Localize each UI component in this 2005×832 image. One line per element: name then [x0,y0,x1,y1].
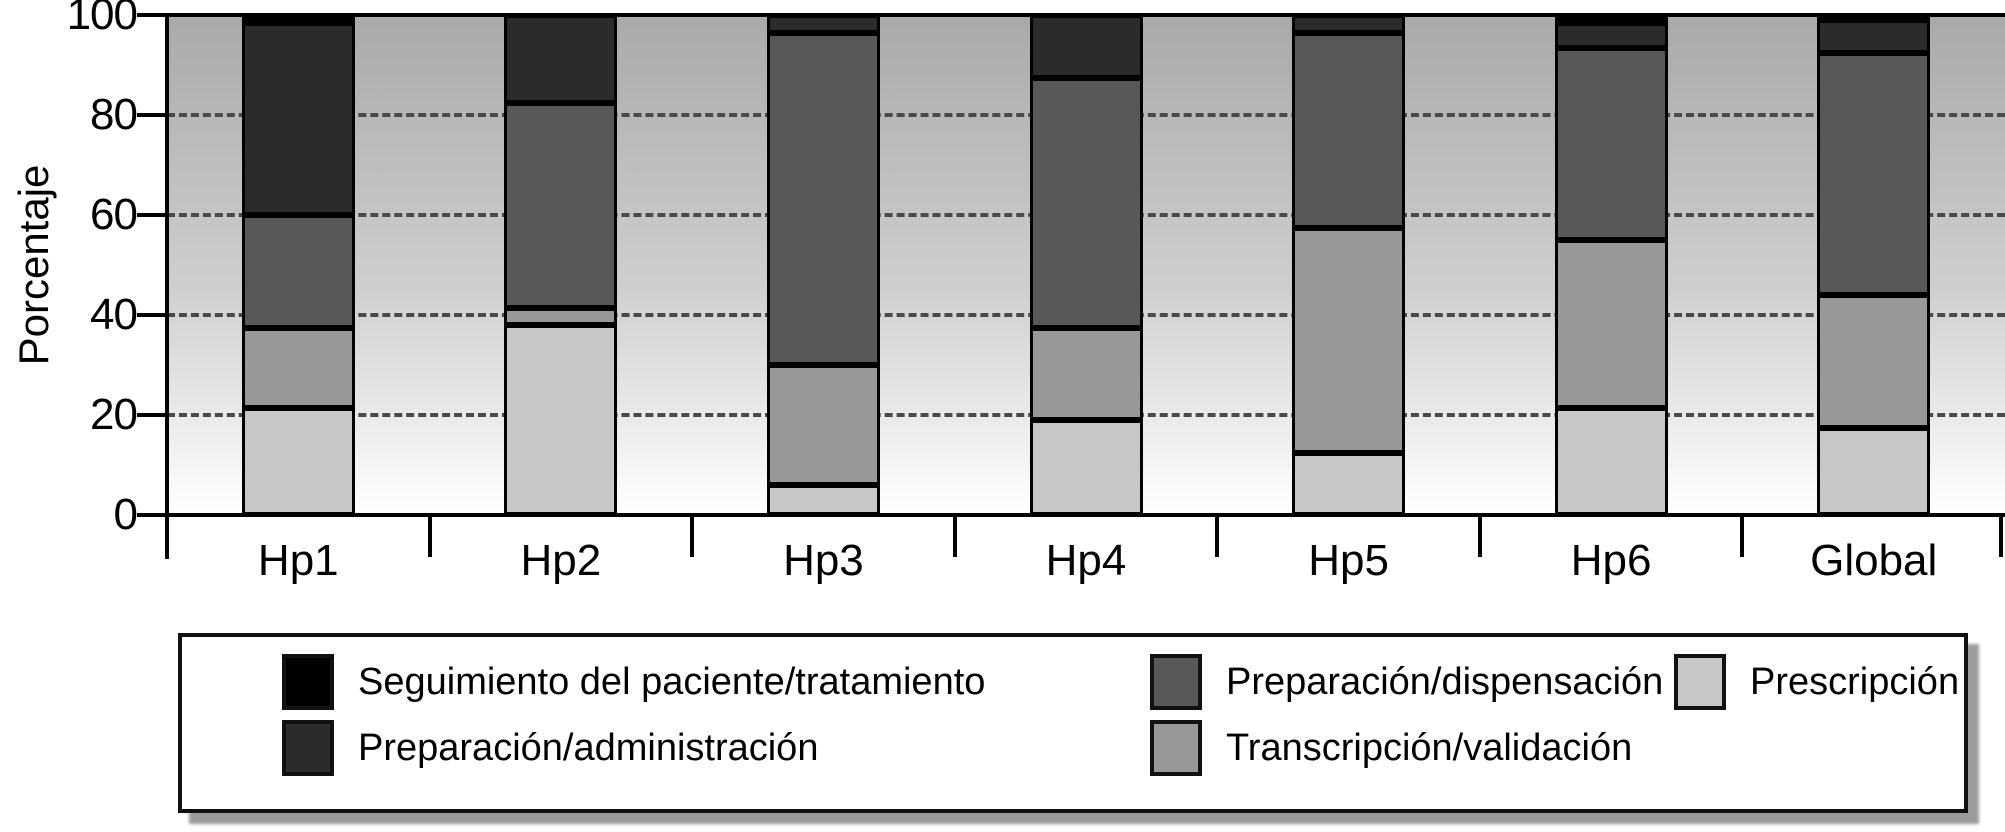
x-boundary-tick [427,515,432,557]
x-boundary-tick [1999,515,2003,557]
legend-swatch-icon [282,720,334,776]
x-tick-label-Hp2: Hp2 [520,536,602,585]
bar-segment-Hp3 [766,365,880,485]
bar-segment-Hp6 [1554,240,1668,408]
legend-item: Prescripción [1674,651,1959,713]
legend-item-label: Preparación/administración [358,726,819,769]
x-tick-label-Hp6: Hp6 [1570,536,1652,585]
bottom-axis-line [137,513,2005,517]
bar-segment-Hp2 [504,307,618,325]
bar-segment-Hp1 [241,327,355,408]
legend-swatch-icon [1674,654,1726,710]
bar-segment-Hp6 [1554,15,1668,23]
plot-area [137,13,2005,559]
bar-segment-Global [1817,52,1931,295]
bar-segment-Global [1817,15,1931,21]
x-boundary-tick [1477,515,1482,557]
legend-box: Seguimiento del paciente/tratamiento Prep… [178,633,1968,813]
y-tick-label-0: 0 [113,490,138,539]
y-tick-60 [137,213,167,217]
x-boundary-tick [952,515,957,557]
legend-item: Preparación/administración [282,717,818,779]
y-tick-40 [137,313,167,317]
x-tick-label-Hp5: Hp5 [1308,536,1389,585]
x-boundary-tick [1215,515,1220,557]
bar-segment-Hp5 [1292,227,1406,453]
bar-segment-Hp4 [1029,77,1143,328]
bar-segment-Hp2 [504,102,618,308]
x-boundary-tick [690,515,695,557]
legend-item-label: Preparación/dispensación [1226,660,1664,703]
left-axis-line [165,13,169,559]
bar-segment-Hp3 [766,32,880,365]
x-tick-label-Hp1: Hp1 [257,536,339,585]
bar-segment-Global [1817,20,1931,53]
y-tick-label-100: 100 [66,0,138,39]
bar-segment-Hp1 [241,15,355,23]
bar-segment-Hp5 [1292,15,1406,33]
legend-item-label: Transcripción/validación [1226,726,1633,769]
bar-segment-Hp3 [766,485,880,515]
bar-segment-Hp1 [241,22,355,215]
bar-segment-Hp4 [1029,15,1143,78]
x-tick-label-Hp4: Hp4 [1045,536,1127,585]
legend-item-label: Prescripción [1750,660,1960,703]
x-tick-label-Hp3: Hp3 [783,536,864,585]
bar-segment-Hp1 [241,215,355,328]
bar-segment-Hp5 [1292,452,1406,515]
x-tick-label-Global: Global [1810,536,1938,585]
x-boundary-tick [1740,515,1745,557]
bar-segment-Hp6 [1554,407,1668,515]
bar-segment-Hp5 [1292,32,1406,228]
y-tick-label-20: 20 [90,390,138,439]
bar-segment-Hp6 [1554,22,1668,48]
bar-segment-Hp4 [1029,327,1143,420]
legend-item: Transcripción/validación [1150,717,1632,779]
legend-item: Preparación/dispensación [1150,651,1663,713]
legend-swatch-icon [1150,654,1202,710]
bar-segment-Global [1817,295,1931,428]
bar-segment-Hp2 [504,15,618,103]
legend-swatch-icon [282,654,334,710]
y-tick-label-80: 80 [90,90,138,139]
bar-segment-Hp1 [241,407,355,515]
y-tick-80 [137,113,167,117]
legend-swatch-icon [1150,720,1202,776]
y-tick-label-40: 40 [90,290,138,339]
legend-item-label: Seguimiento del paciente/tratamiento [358,660,986,703]
y-tick-20 [137,413,167,417]
y-tick-label-60: 60 [90,190,138,239]
bar-segment-Hp4 [1029,420,1143,515]
bar-segment-Hp3 [766,15,880,33]
bar-segment-Hp2 [504,325,618,515]
legend-item: Seguimiento del paciente/tratamiento [282,651,985,713]
bar-segment-Global [1817,427,1931,515]
bar-segment-Hp6 [1554,47,1668,240]
